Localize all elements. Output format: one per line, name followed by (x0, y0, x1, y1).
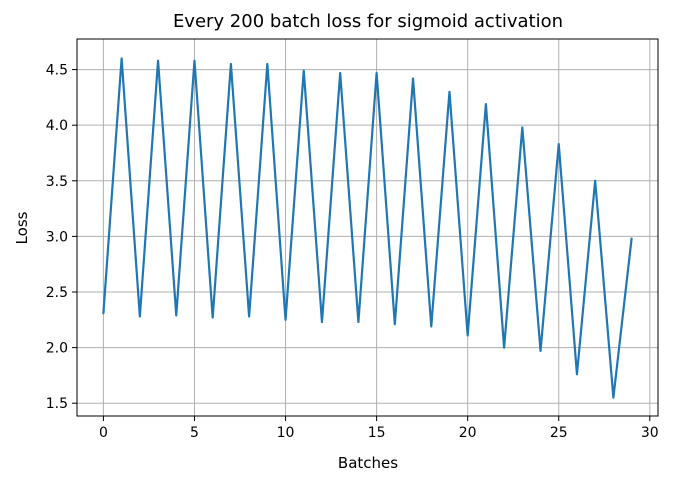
y-axis-label: Loss (13, 211, 31, 244)
x-tick-label: 5 (190, 425, 199, 441)
axis-ticks: 0 5 10 15 20 25 30 1.5 2.0 2.5 3.0 3.5 4.0 4.5 (46, 63, 659, 441)
x-axis-label: Batches (338, 454, 398, 472)
x-tick-label: 15 (368, 425, 386, 441)
series-layer (102, 57, 633, 399)
y-tick-label: 2.5 (46, 285, 68, 301)
plot-frame (76, 38, 659, 417)
x-tick-label: 25 (550, 425, 568, 441)
y-tick-label: 1.5 (46, 396, 68, 412)
y-tick-label: 3.5 (46, 174, 68, 190)
x-tick-label: 0 (99, 425, 108, 441)
y-tick-label: 3.0 (46, 229, 68, 245)
y-tick-label: 4.5 (46, 63, 68, 79)
y-tick-label: 2.0 (46, 341, 68, 357)
gridlines (77, 39, 658, 416)
loss-series-line (102, 57, 633, 399)
y-tick-label: 4.0 (46, 118, 68, 134)
x-tick-label: 10 (277, 425, 295, 441)
x-tick-label: 30 (641, 425, 659, 441)
chart-title: Every 200 batch loss for sigmoid activat… (173, 11, 563, 32)
x-tick-label: 20 (459, 425, 477, 441)
